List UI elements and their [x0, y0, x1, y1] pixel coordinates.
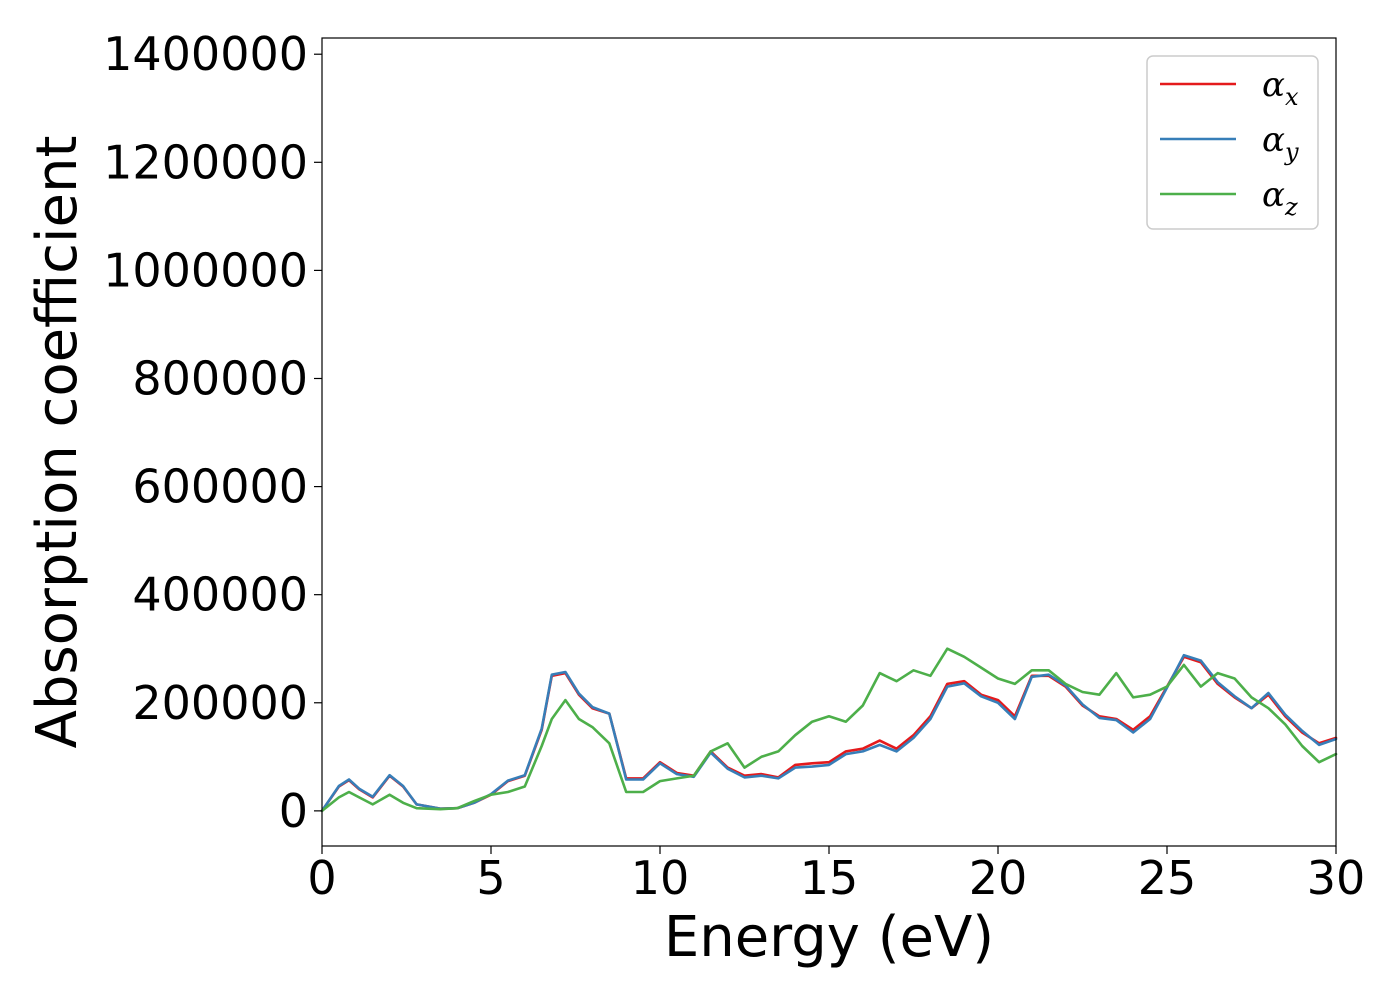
x-tick-label: 25	[1138, 851, 1197, 905]
y-tick-label: 1200000	[103, 135, 308, 189]
x-axis-label: Energy (eV)	[664, 905, 994, 970]
x-tick-label: 30	[1307, 851, 1366, 905]
x-tick-label: 15	[800, 851, 859, 905]
legend-label-y: αy	[1262, 120, 1299, 166]
y-tick-label: 1400000	[103, 27, 308, 81]
y-axis-ticks: 0 200000 400000 600000 800000 1000000 1200000 1…	[103, 27, 322, 838]
y-tick-label: 400000	[132, 568, 308, 622]
series-line-z	[320, 647, 1338, 813]
x-tick-label: 5	[476, 851, 505, 905]
legend-label-z: αz	[1262, 175, 1298, 221]
legend-box	[1146, 55, 1319, 230]
y-axis-label: Absorption coefficient	[25, 136, 90, 749]
x-tick-label: 10	[631, 851, 690, 905]
series-layer	[320, 647, 1338, 813]
x-tick-label: 20	[969, 851, 1028, 905]
x-axis-ticks: 0 5 10 15 20 25 30	[307, 846, 1365, 905]
y-tick-label: 0	[279, 784, 308, 838]
y-tick-label: 800000	[132, 351, 308, 405]
legend: αx αy αz	[1146, 55, 1319, 230]
y-tick-label: 1000000	[103, 243, 308, 297]
legend-label-x: αx	[1262, 65, 1299, 111]
y-tick-label: 200000	[132, 676, 308, 730]
x-tick-label: 0	[307, 851, 336, 905]
y-tick-label: 600000	[132, 460, 308, 514]
